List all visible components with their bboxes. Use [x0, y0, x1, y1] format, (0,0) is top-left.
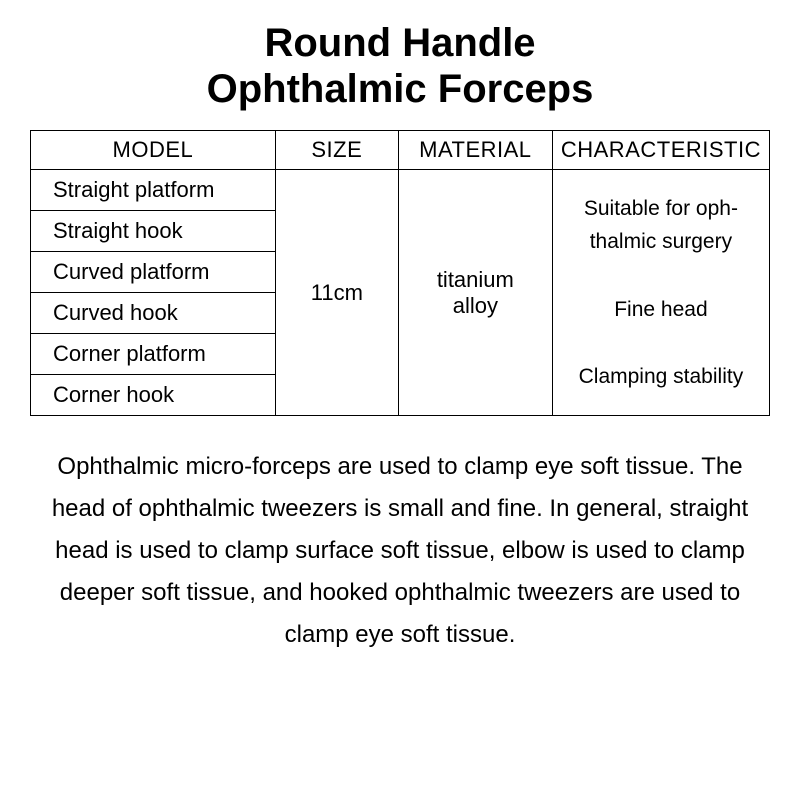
- spec-table: MODEL SIZE MATERIAL CHARACTERISTIC Strai…: [30, 130, 770, 416]
- table-header-row: MODEL SIZE MATERIAL CHARACTERISTIC: [31, 131, 770, 170]
- characteristic-cell: Suitable for oph- thalmic surgery Fine h…: [552, 170, 769, 416]
- size-cell: 11cm: [275, 170, 398, 416]
- header-model: MODEL: [31, 131, 276, 170]
- description-text: Ophthalmic micro-forceps are used to cla…: [30, 446, 770, 656]
- model-cell: Curved platform: [31, 252, 276, 293]
- title-line-1: Round Handle: [264, 21, 535, 65]
- model-cell: Curved hook: [31, 293, 276, 334]
- title-line-2: Ophthalmic Forceps: [207, 67, 594, 111]
- material-cell: titaniumalloy: [398, 170, 552, 416]
- model-cell: Corner hook: [31, 375, 276, 416]
- header-characteristic: CHARACTERISTIC: [552, 131, 769, 170]
- header-size: SIZE: [275, 131, 398, 170]
- table-row: Straight platform 11cm titaniumalloy Sui…: [31, 170, 770, 211]
- page-title: Round Handle Ophthalmic Forceps: [30, 20, 770, 112]
- model-cell: Straight hook: [31, 211, 276, 252]
- model-cell: Corner platform: [31, 334, 276, 375]
- model-cell: Straight platform: [31, 170, 276, 211]
- header-material: MATERIAL: [398, 131, 552, 170]
